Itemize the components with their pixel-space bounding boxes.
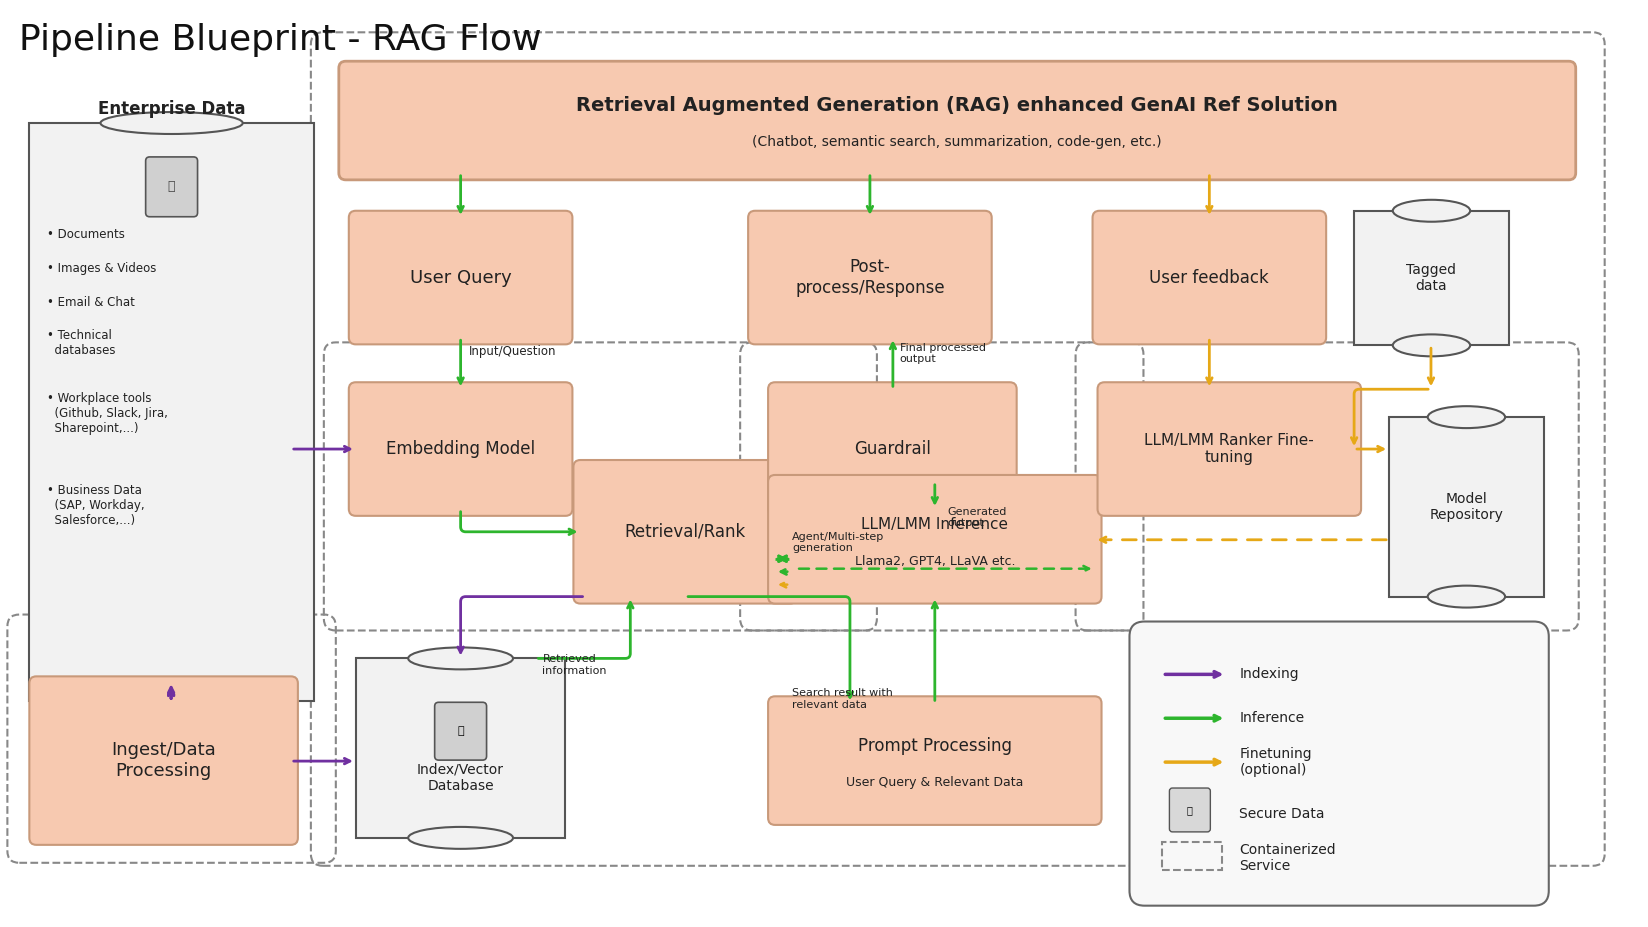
Text: Guardrail: Guardrail [854, 440, 931, 458]
Text: Llama2, GPT4, LLaVA etc.: Llama2, GPT4, LLaVA etc. [855, 554, 1015, 567]
FancyBboxPatch shape [349, 382, 572, 515]
Text: Ingest/Data
Processing: Ingest/Data Processing [110, 742, 216, 780]
Text: User Query & Relevant Data: User Query & Relevant Data [845, 776, 1023, 789]
Text: Pipeline Blueprint - RAG Flow: Pipeline Blueprint - RAG Flow [20, 23, 542, 57]
Ellipse shape [409, 647, 513, 669]
Text: • Workplace tools
  (Github, Slack, Jira,
  Sharepoint,...): • Workplace tools (Github, Slack, Jira, … [48, 392, 168, 435]
Text: User Query: User Query [410, 269, 511, 286]
Text: Post-
process/Response: Post- process/Response [794, 258, 944, 297]
FancyBboxPatch shape [768, 475, 1101, 603]
Text: Agent/Multi-step
generation: Agent/Multi-step generation [793, 532, 885, 553]
Text: • Images & Videos: • Images & Videos [48, 261, 157, 274]
Text: Enterprise Data: Enterprise Data [97, 100, 246, 118]
Text: Extract: Extract [36, 613, 81, 626]
Text: (Chatbot, semantic search, summarization, code-gen, etc.): (Chatbot, semantic search, summarization… [753, 135, 1162, 149]
Text: Secure Data: Secure Data [1239, 806, 1325, 821]
Text: Model
Repository: Model Repository [1429, 491, 1503, 522]
FancyBboxPatch shape [1170, 788, 1210, 832]
Text: Containerized
Service: Containerized Service [1239, 843, 1337, 873]
FancyBboxPatch shape [1093, 210, 1327, 344]
Ellipse shape [1427, 586, 1505, 607]
Text: LLM/LMM Ranker Fine-
tuning: LLM/LMM Ranker Fine- tuning [1144, 433, 1313, 465]
Text: Finetuning
(optional): Finetuning (optional) [1239, 747, 1312, 777]
Text: LLM/LMM Inference: LLM/LMM Inference [862, 517, 1009, 532]
Text: • Technical
  databases: • Technical databases [48, 329, 115, 358]
Text: Retrieval/Rank: Retrieval/Rank [625, 523, 747, 540]
FancyBboxPatch shape [574, 460, 798, 603]
Bar [1355, 210, 1510, 346]
FancyBboxPatch shape [768, 696, 1101, 825]
Text: Retrieved
information: Retrieved information [542, 654, 606, 676]
Text: 🔒: 🔒 [1187, 805, 1193, 815]
Ellipse shape [1427, 406, 1505, 428]
Text: Prompt Processing: Prompt Processing [859, 737, 1012, 755]
FancyBboxPatch shape [435, 703, 486, 760]
Text: Index/Vector
Database: Index/Vector Database [417, 763, 504, 794]
Ellipse shape [1393, 335, 1470, 356]
Bar [1389, 417, 1544, 597]
Text: Retrieval Augmented Generation (RAG) enhanced GenAI Ref Solution: Retrieval Augmented Generation (RAG) enh… [577, 96, 1338, 115]
Text: Input/Question: Input/Question [468, 346, 555, 359]
Ellipse shape [101, 691, 242, 712]
Ellipse shape [1393, 200, 1470, 222]
Text: • Email & Chat: • Email & Chat [48, 296, 135, 309]
Bar [30, 123, 313, 702]
FancyBboxPatch shape [349, 210, 572, 344]
Ellipse shape [101, 112, 242, 134]
Text: Final processed
output: Final processed output [900, 343, 986, 364]
Text: Tagged
data: Tagged data [1406, 263, 1457, 293]
Text: 🔒: 🔒 [456, 726, 465, 736]
Text: Search result with
relevant data: Search result with relevant data [793, 689, 893, 710]
Text: Embedding Model: Embedding Model [386, 440, 536, 458]
Text: • Documents: • Documents [48, 228, 125, 241]
Ellipse shape [409, 827, 513, 849]
Text: Indexing: Indexing [1239, 667, 1299, 681]
FancyBboxPatch shape [339, 61, 1575, 180]
FancyBboxPatch shape [748, 210, 992, 344]
Text: • Business Data
  (SAP, Workday,
  Salesforce,...): • Business Data (SAP, Workday, Salesforc… [48, 484, 145, 527]
FancyBboxPatch shape [30, 677, 298, 844]
Text: 🔒: 🔒 [168, 181, 175, 194]
FancyBboxPatch shape [145, 157, 198, 217]
Text: User feedback: User feedback [1149, 269, 1269, 286]
FancyBboxPatch shape [1129, 621, 1549, 906]
FancyBboxPatch shape [768, 382, 1017, 515]
Text: Generated
output: Generated output [948, 507, 1007, 528]
Bar [356, 658, 565, 838]
Text: Inference: Inference [1239, 711, 1305, 725]
FancyBboxPatch shape [1098, 382, 1361, 515]
Bar [1162, 842, 1223, 870]
